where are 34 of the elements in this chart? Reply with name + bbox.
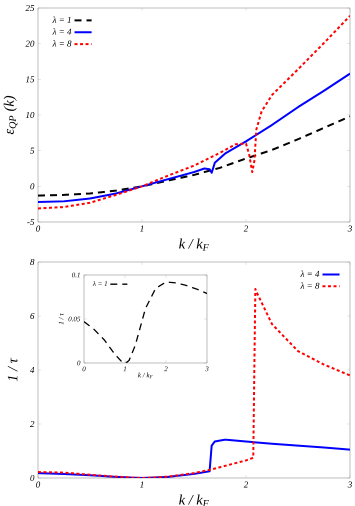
line-series — [38, 438, 350, 478]
y-tick-label: 15 — [26, 76, 34, 82]
line-series — [38, 288, 350, 478]
line-series — [38, 72, 350, 204]
legend-label: λ = 4 — [52, 28, 72, 35]
line-series — [38, 115, 350, 197]
x-tick-label: 1 — [140, 482, 144, 488]
x-tick-label: 1 — [140, 226, 144, 232]
y-axis-title: ε$_{QP}$ (k) — [4, 96, 18, 134]
x-tick-label: 0 — [36, 226, 40, 232]
y-axis-title: 1 / τ — [8, 358, 18, 382]
y-tick-label: 6 — [30, 312, 34, 320]
legend-label: λ = 8 — [300, 282, 320, 289]
y-tick-label: -5 — [27, 219, 34, 225]
legend-label: λ = 8 — [52, 40, 72, 47]
y-tick-label: 5 — [30, 148, 34, 154]
y-tick-label: 25 — [25, 4, 34, 12]
legend-label: λ = 1 — [52, 16, 71, 23]
line-series — [38, 14, 350, 210]
x-axis-title: k / k$_{F}$ — [179, 238, 209, 251]
y-tick-label: 8 — [30, 258, 34, 266]
y-tick-label: 0 — [30, 183, 34, 190]
y-tick-label: 0 — [30, 474, 34, 482]
y-tick-label: 10 — [26, 112, 34, 118]
x-tick-label: 2 — [244, 482, 248, 488]
x-tick-label: 3 — [348, 482, 352, 488]
x-tick-label: 0 — [36, 482, 40, 488]
legend-label: λ = 4 — [300, 270, 320, 277]
y-tick-label: 4 — [30, 367, 34, 373]
y-tick-label: 2 — [30, 421, 34, 427]
line-series — [84, 281, 207, 363]
x-tick-label: 2 — [244, 226, 248, 232]
x-tick-label: 3 — [348, 226, 352, 232]
y-tick-label: 20 — [25, 40, 34, 47]
